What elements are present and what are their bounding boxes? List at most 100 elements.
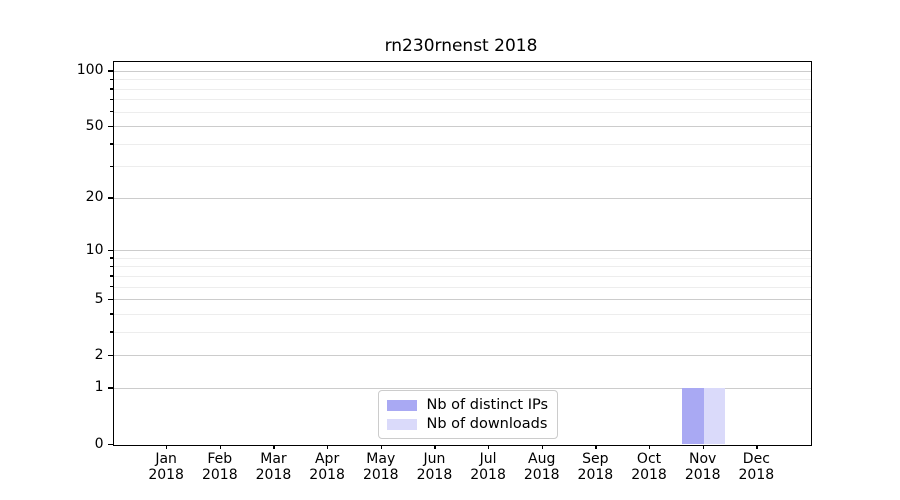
y-tick-label: 100 xyxy=(76,62,104,79)
y-minor-tick-mark xyxy=(110,265,113,268)
y-gridline-major xyxy=(113,197,811,199)
y-gridline-major xyxy=(113,250,811,252)
legend-item: Nb of downloads xyxy=(386,416,549,432)
plot-area: Nb of distinct IPs Nb of downloads xyxy=(112,61,812,446)
x-tick-mark xyxy=(756,444,758,450)
y-gridline-minor xyxy=(113,143,811,145)
y-gridline-major xyxy=(113,355,811,357)
x-tick-year: 2018 xyxy=(148,467,184,483)
y-gridline-minor xyxy=(113,88,811,90)
y-tick-label: 10 xyxy=(85,241,104,258)
legend-label: Nb of downloads xyxy=(426,416,548,432)
x-tick-year: 2018 xyxy=(631,467,667,483)
y-minor-tick-mark xyxy=(110,331,113,333)
x-tick-mark xyxy=(166,444,168,450)
y-gridline-minor xyxy=(113,313,811,315)
y-tick-mark xyxy=(108,298,113,300)
x-tick-label: Jan 2018 xyxy=(136,451,196,484)
y-gridline-minor xyxy=(113,266,811,268)
x-tick-month: Jun xyxy=(423,450,446,467)
x-tick-year: 2018 xyxy=(684,467,721,483)
x-tick-mark xyxy=(434,444,436,450)
x-tick-month: Dec xyxy=(742,450,770,467)
x-tick-month: Jan xyxy=(155,450,177,467)
x-tick-mark xyxy=(595,444,597,450)
x-tick-month: Mar xyxy=(260,450,287,467)
y-minor-tick-mark xyxy=(110,275,113,277)
x-tick-label: Apr 2018 xyxy=(297,451,357,484)
y-gridline-minor xyxy=(113,99,811,101)
bar-distinct-ips xyxy=(682,388,704,445)
x-tick-month: Nov xyxy=(689,450,717,467)
y-tick-mark xyxy=(108,443,113,445)
y-gridline-major xyxy=(113,299,811,301)
x-tick-year: 2018 xyxy=(416,467,453,483)
y-tick-label: 1 xyxy=(94,379,104,396)
x-tick-year: 2018 xyxy=(577,467,614,483)
x-tick-month: May xyxy=(366,450,396,467)
y-minor-tick-mark xyxy=(110,78,113,81)
y-minor-tick-mark xyxy=(110,98,113,101)
legend-swatch-distinct-ips xyxy=(386,399,417,411)
y-gridline-major xyxy=(113,387,811,389)
x-tick-label: May 2018 xyxy=(351,451,411,484)
legend-swatch-downloads xyxy=(386,418,417,430)
y-minor-tick-mark xyxy=(110,286,113,288)
x-tick-mark xyxy=(649,444,651,450)
x-tick-label: Sep 2018 xyxy=(565,451,625,484)
y-minor-tick-mark xyxy=(110,143,113,145)
x-tick-year: 2018 xyxy=(470,467,506,483)
chart-title: rn230rnenst 2018 xyxy=(384,36,538,56)
x-tick-mark xyxy=(327,444,329,450)
y-tick-mark xyxy=(108,70,113,72)
x-tick-month: Oct xyxy=(636,450,662,467)
x-tick-label: Aug 2018 xyxy=(512,451,572,484)
y-tick-label: 0 xyxy=(94,435,104,452)
y-tick-mark xyxy=(108,197,113,199)
y-tick-label: 2 xyxy=(94,346,104,363)
legend-item: Nb of distinct IPs xyxy=(386,397,549,413)
y-minor-tick-mark xyxy=(110,111,113,113)
y-tick-label: 50 xyxy=(85,117,104,134)
x-tick-month: Sep xyxy=(582,450,609,467)
y-tick-label: 5 xyxy=(94,290,104,307)
y-gridline-minor xyxy=(113,331,811,333)
bar-downloads xyxy=(703,388,726,445)
y-gridline-minor xyxy=(113,79,811,81)
x-tick-mark xyxy=(380,444,383,450)
x-tick-label: Oct 2018 xyxy=(619,451,679,484)
y-tick-mark xyxy=(108,125,113,127)
x-tick-label: Feb 2018 xyxy=(190,451,250,484)
x-tick-label: Mar 2018 xyxy=(243,451,303,484)
y-tick-label: 20 xyxy=(85,189,104,206)
y-tick-mark xyxy=(108,387,113,389)
x-tick-mark xyxy=(702,444,704,450)
x-tick-label: Dec 2018 xyxy=(726,451,786,484)
y-tick-mark xyxy=(108,354,113,356)
x-tick-label: Jul 2018 xyxy=(458,451,518,484)
x-tick-month: Jul xyxy=(479,450,497,467)
y-gridline-major xyxy=(113,70,811,72)
y-minor-tick-mark xyxy=(110,165,113,168)
y-gridline-minor xyxy=(113,257,811,259)
x-tick-mark xyxy=(273,444,275,450)
x-tick-label: Nov 2018 xyxy=(673,451,733,484)
x-tick-label: Jun 2018 xyxy=(404,451,464,484)
x-tick-month: Aug xyxy=(528,450,556,467)
x-tick-year: 2018 xyxy=(362,467,399,483)
y-minor-tick-mark xyxy=(110,88,113,90)
x-tick-month: Feb xyxy=(207,450,233,467)
y-gridline-minor xyxy=(113,286,811,288)
legend-label: Nb of distinct IPs xyxy=(426,397,549,413)
y-gridline-minor xyxy=(113,166,811,168)
x-tick-year: 2018 xyxy=(523,467,560,483)
x-tick-year: 2018 xyxy=(738,467,775,483)
y-gridline-major xyxy=(113,126,811,128)
x-tick-mark xyxy=(488,444,490,450)
x-tick-year: 2018 xyxy=(201,467,238,483)
y-gridline-minor xyxy=(113,275,811,277)
x-tick-mark xyxy=(541,444,544,450)
y-tick-mark xyxy=(108,249,113,251)
x-tick-month: Apr xyxy=(314,450,340,467)
